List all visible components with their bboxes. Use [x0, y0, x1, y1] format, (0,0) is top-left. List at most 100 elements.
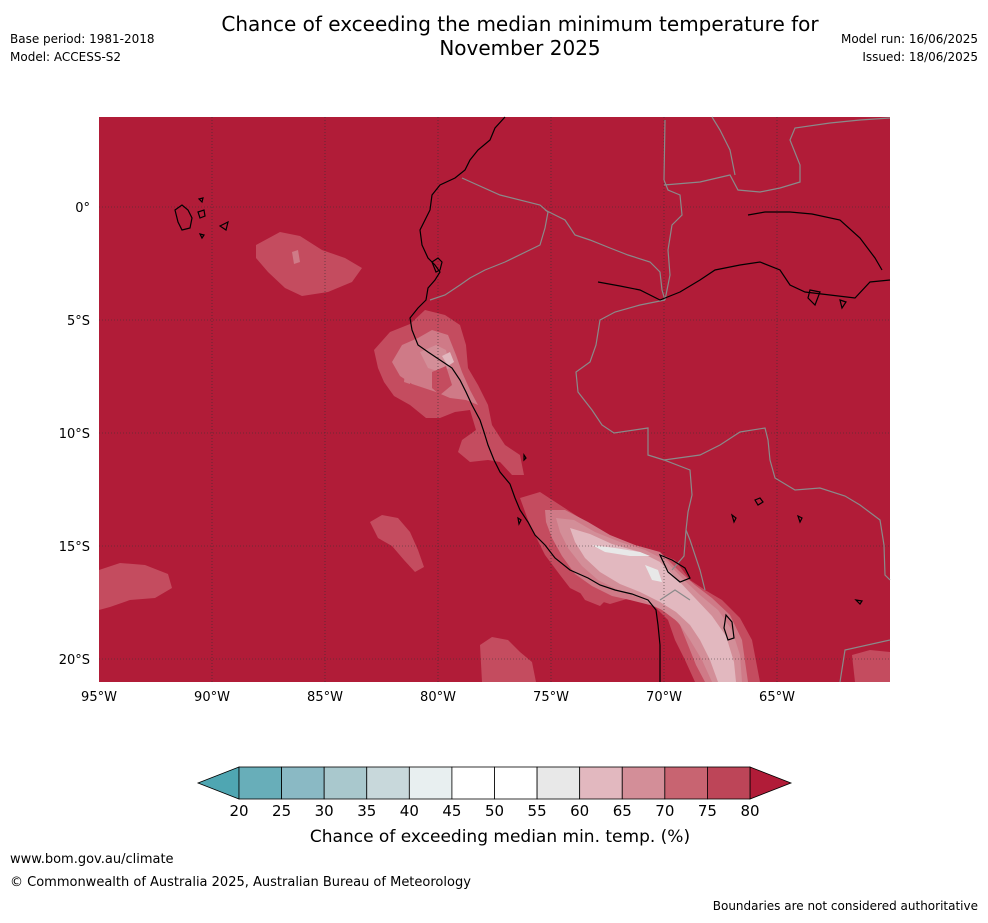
contour-region [480, 637, 536, 682]
country-boundaries [429, 116, 891, 683]
boundary-line [575, 299, 693, 571]
boundary-line [663, 119, 683, 301]
colorbar-tick-label: 50 [485, 802, 504, 820]
colorbar-over-arrow [749, 766, 793, 800]
lat-label: 20°S [59, 653, 90, 668]
colorbar-swatch [664, 766, 708, 800]
model-text: Model: ACCESS-S2 [10, 50, 122, 64]
boundary-line [685, 529, 706, 591]
coastline-path [597, 261, 891, 301]
lon-label: 65°W [759, 690, 795, 705]
lon-label: 75°W [533, 690, 569, 705]
colorbar-tick-label: 30 [315, 802, 334, 820]
colorbar-tick-label: 65 [613, 802, 632, 820]
map-background [99, 117, 890, 682]
contour-region [592, 545, 650, 556]
colorbar-swatch [707, 766, 751, 800]
issued-text: Issued: 18/06/2025 [862, 50, 978, 64]
model-run-text: Model run: 16/06/2025 [840, 32, 978, 46]
contour-layer [99, 232, 890, 682]
boundary-line [663, 117, 891, 193]
colorbar-tick-label: 70 [655, 802, 674, 820]
colorbar-tick-label: 25 [272, 802, 291, 820]
contour-region [256, 232, 362, 296]
contour-region [645, 565, 662, 582]
lat-label: 10°S [59, 427, 90, 442]
coastline-path [197, 209, 206, 219]
coastline-path [747, 211, 883, 271]
footer-copyright: © Commonwealth of Australia 2025, Austra… [10, 875, 471, 890]
coastline-path [730, 513, 737, 524]
lon-label: 80°W [420, 690, 456, 705]
coastline-path [854, 599, 864, 605]
contour-region [292, 250, 300, 264]
contour-region [575, 585, 608, 606]
coastline-path [431, 257, 443, 273]
colorbar-swatch [281, 766, 325, 800]
graticule [99, 117, 890, 682]
colorbar-tick-label: 75 [698, 802, 717, 820]
lon-label: 85°W [307, 690, 343, 705]
boundary-line [429, 177, 549, 301]
boundary-line [839, 639, 891, 683]
colorbar-swatch [621, 766, 666, 800]
meta-right: Model run: 16/06/2025 Issued: 18/06/2025 [841, 30, 978, 66]
coastline-path [409, 116, 661, 682]
lat-labels: 0° 5°S 10°S 15°S 20°S [59, 201, 90, 668]
colorbar: 20 25 30 35 40 45 50 55 60 65 70 75 80 [196, 766, 793, 820]
coastline-path [754, 497, 764, 506]
colorbar-swatch [579, 766, 623, 800]
coastline-path [807, 289, 821, 307]
lat-label: 15°S [59, 540, 90, 555]
coastline [174, 116, 891, 682]
contour-region [852, 650, 890, 682]
coastline-path [723, 613, 735, 641]
colorbar-tick-label: 20 [229, 802, 248, 820]
contour-region [570, 528, 736, 682]
lon-label: 70°W [646, 690, 682, 705]
colorbar-swatch [323, 766, 368, 800]
colorbar-swatch [366, 766, 410, 800]
colorbar-tick-label: 45 [442, 802, 461, 820]
colorbar-swatch [494, 766, 538, 800]
boundary-line [663, 427, 891, 581]
colorbar-swatch [451, 766, 495, 800]
lon-labels: 95°W 90°W 85°W 80°W 75°W 70°W 65°W [81, 690, 795, 705]
coastline-path [197, 197, 204, 204]
coastline-path [517, 516, 522, 526]
boundary-line [544, 209, 666, 301]
coastline-path [839, 299, 847, 310]
colorbar-swatch [408, 766, 453, 800]
colorbar-swatch [536, 766, 581, 800]
coastline-path [796, 514, 803, 524]
contour-region [404, 370, 412, 384]
footer-link[interactable]: www.bom.gov.au/climate [10, 852, 174, 867]
title-line-2: November 2025 [439, 36, 601, 60]
footer-note: Boundaries are not considered authoritat… [712, 899, 978, 913]
lon-label: 90°W [194, 690, 230, 705]
colorbar-tick-label: 40 [400, 802, 419, 820]
lat-label: 0° [75, 201, 90, 216]
map-title: Chance of exceeding the median minimum t… [170, 12, 870, 60]
colorbar-swatch [238, 766, 282, 800]
colorbar-label: Chance of exceeding median min. temp. (%… [309, 827, 691, 847]
base-period-text: Base period: 1981-2018 [10, 32, 155, 46]
colorbar-under-arrow [196, 766, 240, 800]
coastline-path [523, 453, 527, 462]
coastline-path [198, 233, 205, 240]
meta-left: Base period: 1981-2018 Model: ACCESS-S2 [10, 30, 155, 66]
boundary-line [659, 589, 691, 601]
lon-label: 95°W [81, 690, 117, 705]
coastline-path [174, 204, 193, 231]
coastline-path [218, 220, 229, 231]
colorbar-tick-label: 35 [357, 802, 376, 820]
contour-region [99, 563, 172, 610]
contour-region [370, 515, 424, 572]
title-line-1: Chance of exceeding the median minimum t… [221, 12, 819, 36]
boundary-line [711, 116, 736, 176]
colorbar-tick-label: 55 [528, 802, 547, 820]
contour-region [432, 366, 452, 395]
lat-label: 5°S [67, 314, 90, 329]
